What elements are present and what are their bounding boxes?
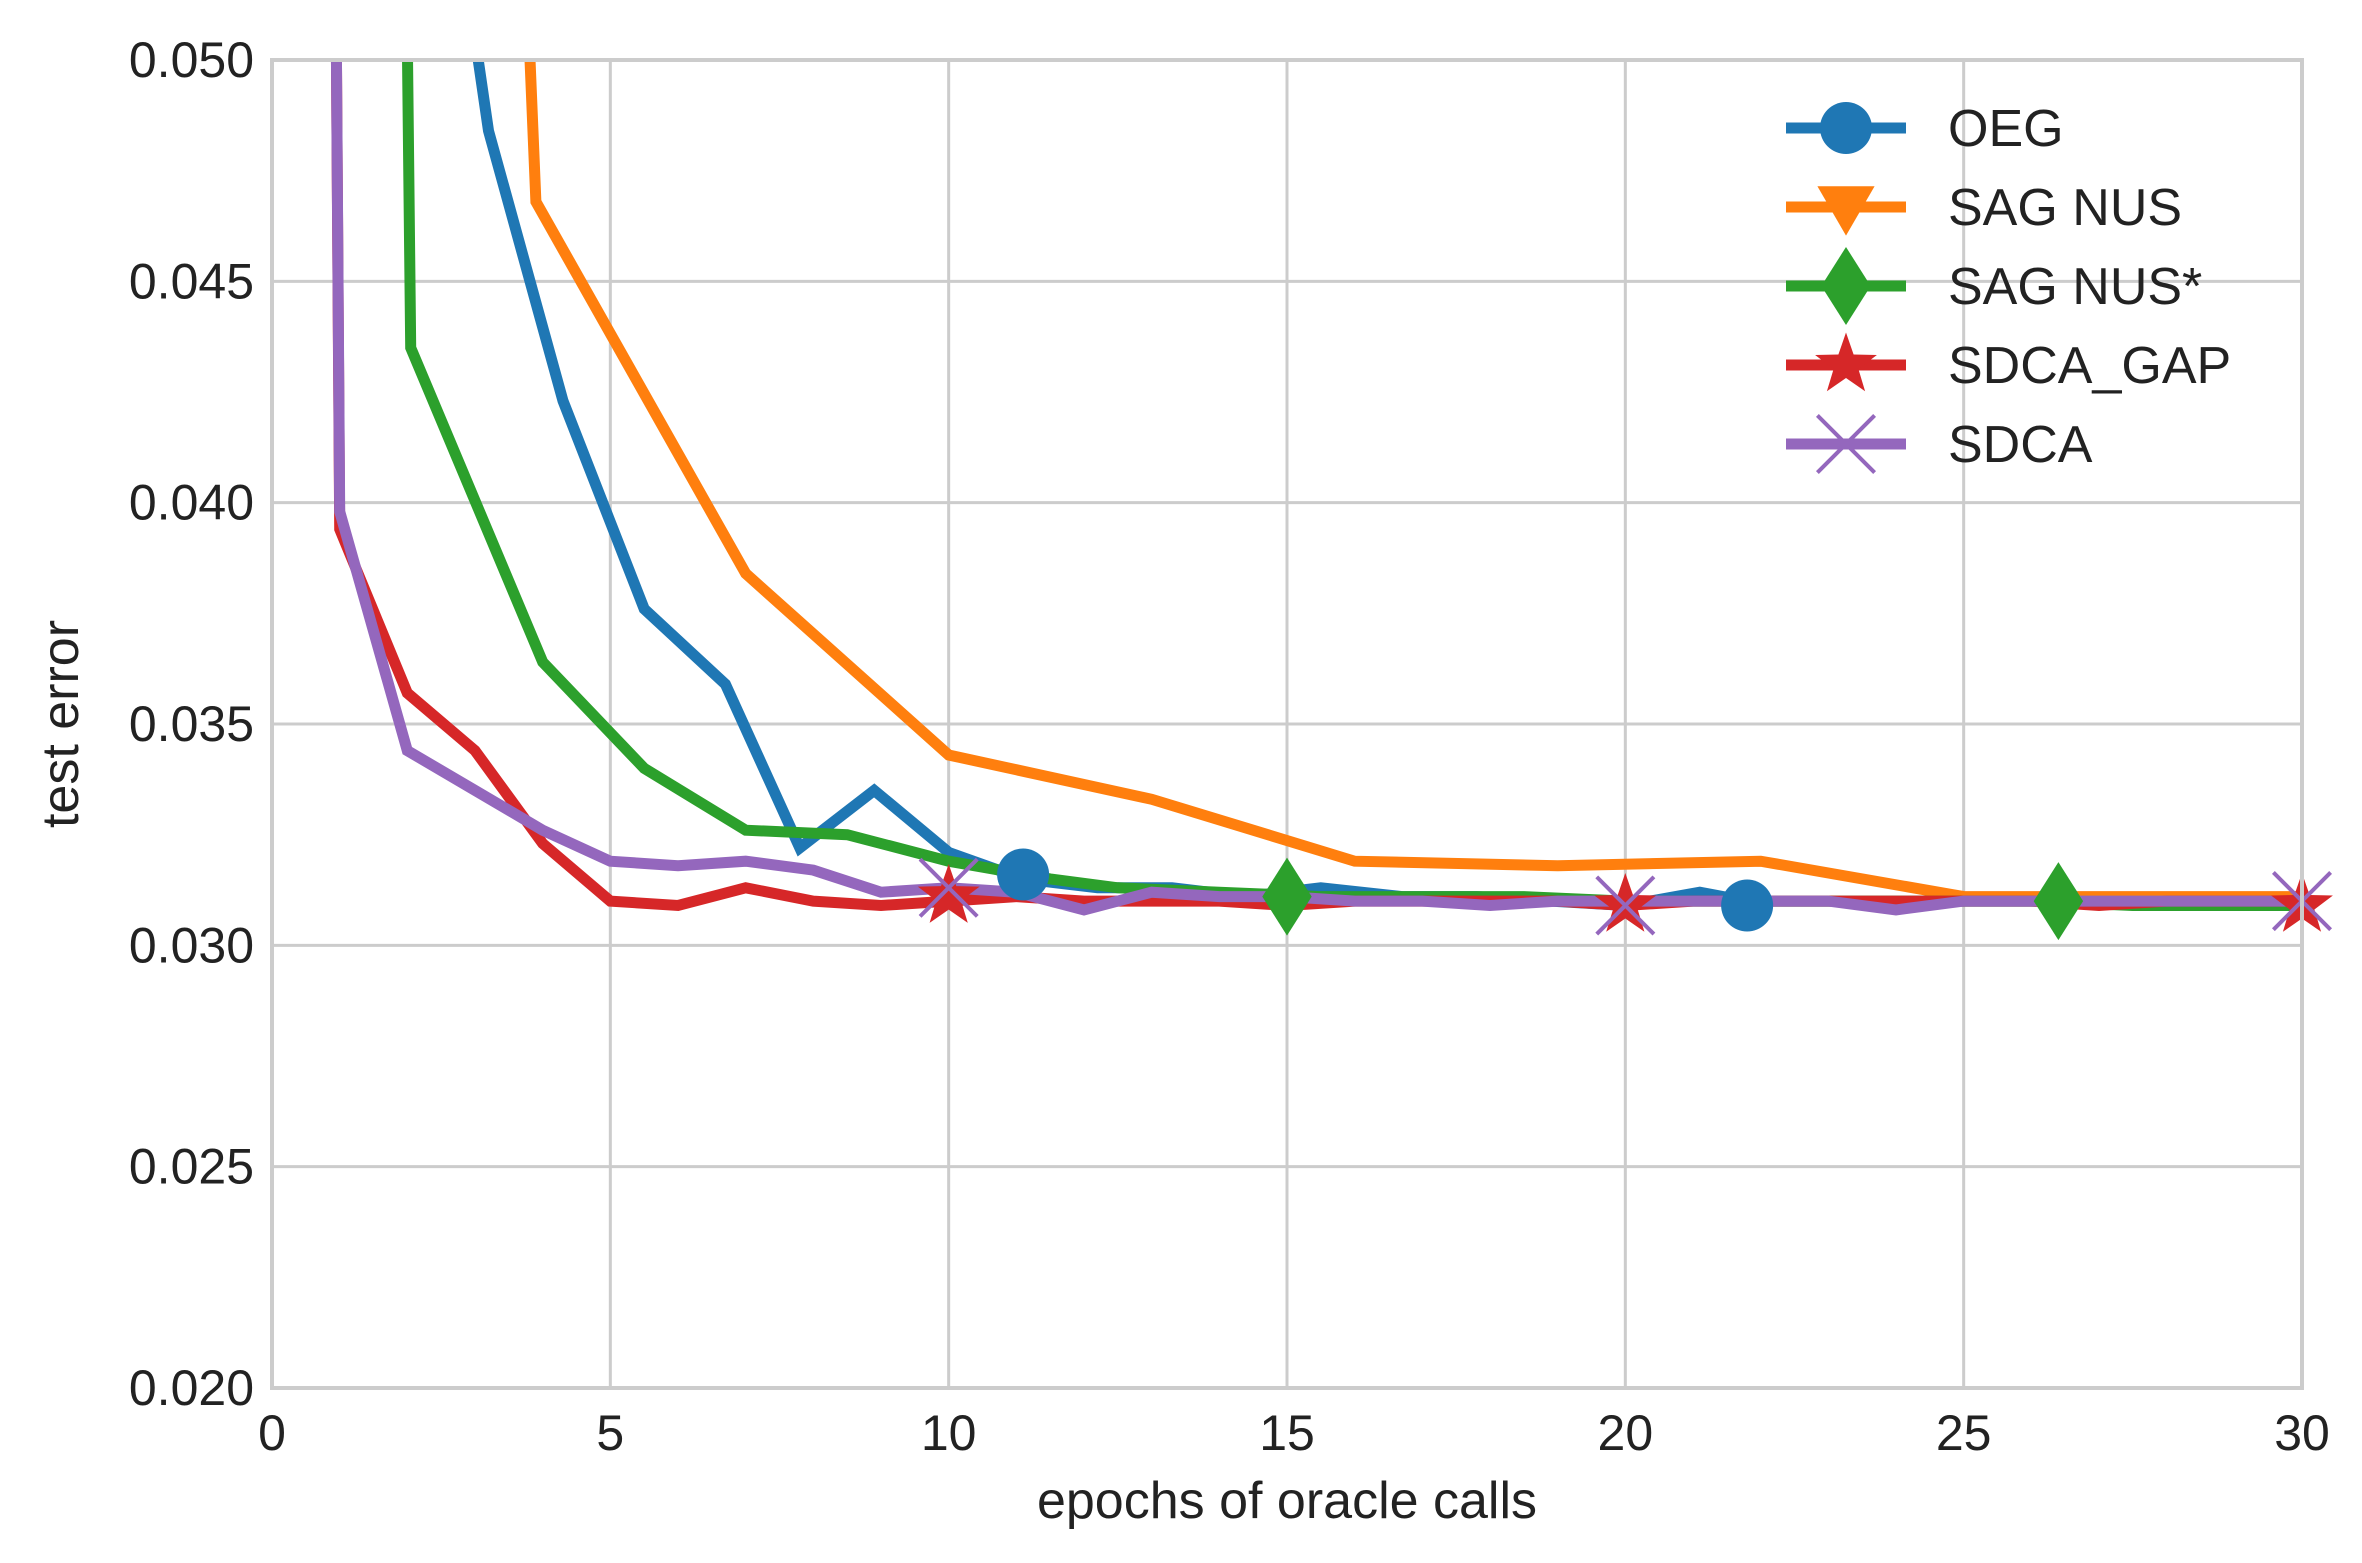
legend-marker-sdca-gap	[1815, 332, 1877, 392]
series-marker-sdca	[918, 857, 979, 918]
legend-marker-sdca	[1815, 413, 1877, 475]
series-marker-sag-nus	[1262, 857, 1312, 936]
y-tick-label: 0.045	[129, 253, 254, 309]
legend: OEG SAG NUS SAG NUS* SDCA_GAP SDCA	[1786, 100, 2231, 475]
y-tick-label: 0.040	[129, 475, 254, 531]
x-tick-label: 30	[2274, 1405, 2330, 1461]
series-marker-sdca-gap	[1594, 873, 1657, 932]
x-tick-label: 5	[596, 1405, 624, 1461]
y-tick-label: 0.035	[129, 696, 254, 752]
legend-label-oeg: OEG	[1948, 100, 2064, 158]
legend-label-sag-nus: SAG NUS*	[1948, 258, 2202, 316]
series-marker-sdca-gap	[917, 864, 980, 923]
series-marker-oeg	[1721, 879, 1774, 932]
legend-marker-sag-nus	[1821, 247, 1871, 325]
series-marker-oeg	[997, 848, 1050, 901]
legend-label-sdca-gap: SDCA_GAP	[1948, 337, 2231, 395]
y-axis-label: test error	[32, 620, 90, 828]
x-tick-label: 25	[1936, 1405, 1992, 1461]
x-axis-label: epochs of oracle calls	[1037, 1472, 1537, 1530]
series-marker-sdca	[1595, 875, 1656, 936]
y-tick-label: 0.050	[129, 32, 254, 88]
y-tick-label: 0.020	[129, 1360, 254, 1416]
x-tick-label: 0	[258, 1405, 286, 1461]
x-tick-label: 15	[1259, 1405, 1315, 1461]
legend-label-sdca: SDCA	[1948, 416, 2093, 474]
y-tick-label: 0.030	[129, 917, 254, 973]
y-tick-label: 0.025	[129, 1139, 254, 1195]
legend-marker-sag-nus	[1817, 186, 1875, 236]
legend-label-sag-nus: SAG NUS	[1948, 179, 2182, 237]
series-marker-sag-nus	[2033, 862, 2084, 941]
y-tick-labels: 0.020 0.025 0.030 0.035 0.040 0.045 0.050	[129, 32, 254, 1416]
plot-frame	[270, 58, 2304, 1390]
x-tick-label: 20	[1598, 1405, 1654, 1461]
legend-marker-oeg	[1820, 102, 1872, 154]
x-tick-labels: 0 5 10 15 20 25 30	[258, 1405, 2330, 1461]
x-tick-label: 10	[921, 1405, 977, 1461]
